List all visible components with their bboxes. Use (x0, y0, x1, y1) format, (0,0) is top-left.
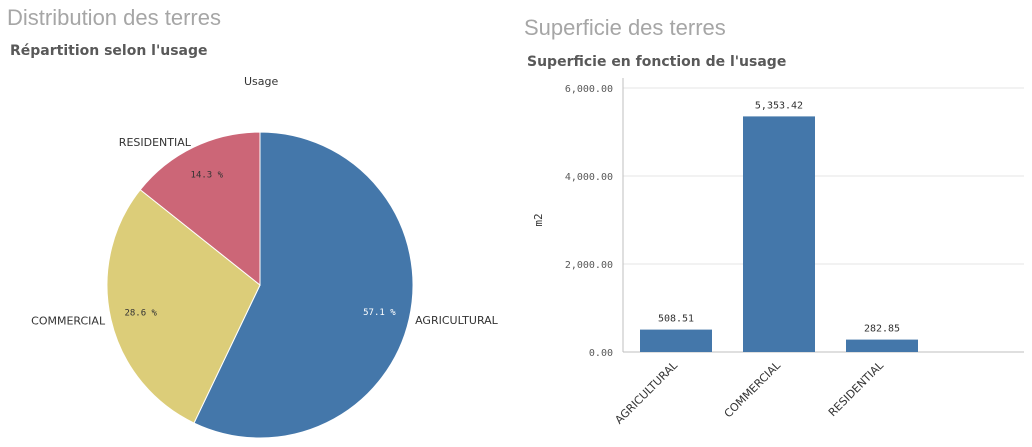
y-axis-label: m2 (532, 213, 545, 226)
pie-chart-title: Répartition selon l'usage (10, 43, 208, 59)
pie-category-label-commercial: COMMERCIAL (31, 315, 106, 328)
bar-commercial[interactable] (743, 116, 815, 353)
pie-value-label-commercial: 28.6 % (124, 309, 157, 319)
x-tick-label-residential: RESIDENTIAL (826, 358, 887, 419)
bar-value-label-residential: 282.85 (864, 324, 900, 335)
pie-slice-residential[interactable] (139, 131, 261, 287)
y-tick-label: 2,000.00 (565, 260, 613, 271)
pie-value-label-residential: 14.3 % (191, 171, 224, 181)
land-distribution-panel: Distribution des terres Répartition selo… (0, 0, 516, 447)
panel-title-area: Superficie des terres (524, 15, 726, 40)
pie-chart[interactable]: 57.1 % AGRICULTURAL 28.6 % COMMERCIAL 14.3 %… (0, 0, 516, 447)
bar-value-label-commercial: 5,353.42 (755, 100, 803, 111)
pie-category-label-residential: RESIDENTIAL (119, 136, 192, 149)
panel-title-distribution: Distribution des terres (7, 5, 221, 30)
bar-agricultural[interactable] (640, 329, 712, 352)
y-tick-label: 6,000.00 (565, 84, 613, 95)
land-area-panel: Superficie des terres Superficie en fonc… (516, 0, 1032, 447)
y-tick-label: 4,000.00 (565, 172, 613, 183)
bar-chart-title: Superficie en fonction de l'usage (527, 54, 787, 70)
pie-slice-commercial[interactable] (106, 189, 261, 424)
pie-legend-title: Usage (244, 75, 279, 88)
x-tick-label-agricultural: AGRICULTURAL (612, 358, 680, 426)
bar-chart[interactable]: 0.00 2,000.00 4,000.00 6,000.00 m2 508.51 AGRI… (516, 0, 1032, 447)
pie-slice-agricultural[interactable] (193, 131, 414, 439)
bar-value-label-agricultural: 508.51 (658, 314, 694, 325)
pie-value-label-agricultural: 57.1 % (363, 308, 396, 318)
bar-residential[interactable] (846, 339, 918, 352)
y-tick-label: 0.00 (589, 348, 613, 359)
pie-category-label-agricultural: AGRICULTURAL (415, 314, 499, 327)
x-tick-label-commercial: COMMERCIAL (722, 358, 784, 420)
